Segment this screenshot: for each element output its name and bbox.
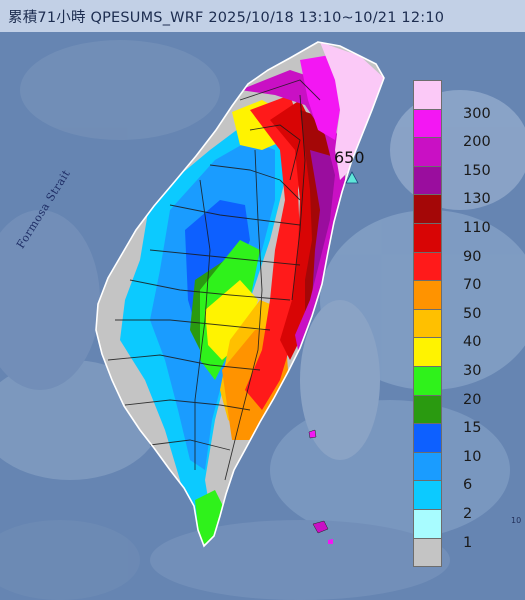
legend-swatch xyxy=(413,308,442,339)
legend-label: 50 xyxy=(463,305,482,322)
small-islet xyxy=(328,539,333,544)
legend-swatch xyxy=(413,251,442,282)
legend-label: 10 xyxy=(463,448,482,465)
legend-swatch xyxy=(413,451,442,482)
legend-swatch xyxy=(413,280,442,310)
legend-swatch xyxy=(413,480,442,510)
legend-label: 200 xyxy=(463,134,491,151)
map-title: 累積71小時 QPESUMS_WRF 2025/10/18 13:10~10/2… xyxy=(8,10,445,26)
legend-swatch xyxy=(413,194,442,224)
corner-mark: 10 xyxy=(511,516,522,525)
legend-label: 1 xyxy=(463,534,473,551)
legend-swatch xyxy=(413,509,442,539)
legend-label: 70 xyxy=(463,277,482,294)
green-island xyxy=(308,429,317,439)
legend-label: 150 xyxy=(463,162,491,179)
orchid-island xyxy=(312,520,329,534)
rain-zone-300mm xyxy=(320,42,384,180)
legend-swatch xyxy=(413,366,442,396)
legend-swatch xyxy=(413,337,442,367)
legend-swatch xyxy=(413,394,442,425)
rain-zone-150mm xyxy=(240,70,345,360)
legend-label: 15 xyxy=(463,420,482,437)
legend-label: 300 xyxy=(463,105,491,122)
rainfall-legend: 300 200 150 130 110 90 70 50 40 30 20 15 10 6 2 1 xyxy=(413,80,518,570)
legend-label: 110 xyxy=(463,220,491,236)
legend-swatch xyxy=(413,137,442,167)
legend-label: 2 xyxy=(463,506,473,522)
legend-swatch xyxy=(413,80,442,110)
max-rainfall-marker-icon xyxy=(345,171,359,184)
legend-swatch xyxy=(413,537,442,568)
coastline xyxy=(95,41,385,548)
legend-swatch xyxy=(413,165,442,196)
legend-label: 20 xyxy=(463,391,482,408)
max-rainfall-value: 650 xyxy=(334,148,365,167)
legend-swatch xyxy=(413,223,442,253)
legend-label: 30 xyxy=(463,363,482,379)
legend-swatch xyxy=(413,423,442,453)
legend-swatch xyxy=(413,108,442,139)
county-boundaries xyxy=(107,79,321,481)
legend-label: 90 xyxy=(463,248,482,265)
taiwan-island xyxy=(95,41,385,548)
legend-label: 6 xyxy=(463,477,473,494)
title-bar: 累積71小時 QPESUMS_WRF 2025/10/18 13:10~10/2… xyxy=(0,0,525,32)
legend-label: 130 xyxy=(463,191,491,208)
legend-label: 40 xyxy=(463,334,482,351)
